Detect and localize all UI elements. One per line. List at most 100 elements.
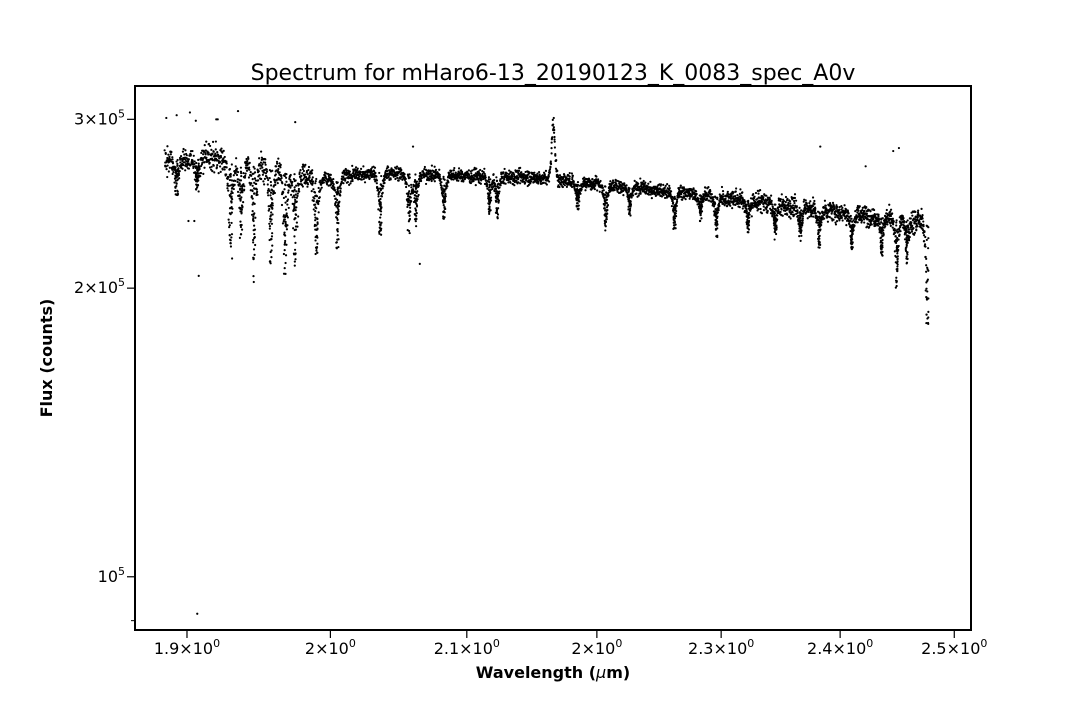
data-point [811, 212, 814, 215]
data-point [662, 183, 665, 186]
data-point [263, 177, 267, 180]
data-point [808, 215, 811, 218]
data-point [510, 173, 513, 176]
data-point [253, 237, 256, 240]
data-point [625, 184, 628, 187]
data-point [409, 206, 412, 209]
data-point [312, 208, 315, 211]
data-point [838, 219, 841, 222]
data-point [266, 183, 269, 186]
data-point [724, 197, 727, 200]
data-point [700, 217, 703, 220]
data-point [818, 211, 821, 214]
data-point [230, 190, 233, 193]
data-point [849, 214, 852, 218]
data-point [339, 190, 342, 194]
data-point [910, 230, 914, 233]
data-point [279, 179, 282, 182]
data-point [736, 194, 739, 197]
data-point [284, 195, 287, 198]
data-point [770, 203, 774, 206]
data-point [283, 249, 286, 252]
data-point [283, 233, 286, 236]
data-point [549, 162, 553, 166]
data-point [773, 238, 776, 241]
data-point [880, 218, 883, 221]
data-point [903, 224, 906, 228]
data-point [721, 190, 725, 193]
data-point [611, 179, 615, 182]
data-point [235, 169, 238, 172]
data-point [166, 175, 169, 179]
data-point [849, 225, 852, 229]
data-point [239, 233, 243, 236]
data-point [386, 170, 389, 173]
data-point [226, 182, 229, 185]
data-point [203, 144, 206, 147]
data-point [800, 209, 803, 212]
data-point [252, 275, 255, 278]
data-point [307, 168, 310, 172]
data-point [548, 180, 551, 183]
data-point [595, 175, 598, 178]
data-point [359, 167, 363, 170]
data-point [526, 176, 529, 180]
data-point [891, 226, 894, 229]
data-point [246, 164, 249, 167]
data-point [292, 190, 295, 193]
data-point [819, 217, 822, 220]
data-point [740, 194, 743, 197]
data-point [268, 176, 271, 180]
data-point [486, 187, 489, 190]
data-point [851, 238, 854, 241]
data-point [277, 167, 280, 171]
data-point [443, 195, 446, 198]
data-point [219, 170, 222, 173]
data-point [897, 238, 900, 241]
data-point [294, 206, 298, 209]
data-point [425, 174, 428, 177]
data-point [211, 152, 214, 156]
data-point [404, 177, 407, 181]
data-point [315, 249, 318, 252]
data-point [814, 212, 817, 215]
data-point [234, 165, 237, 168]
data-point [544, 169, 548, 172]
data-point [550, 141, 553, 144]
data-point [315, 207, 318, 210]
data-point [214, 140, 217, 143]
data-point [673, 195, 676, 199]
data-point [194, 175, 197, 178]
data-point [251, 210, 254, 213]
data-point [801, 224, 804, 227]
data-point [315, 234, 318, 237]
data-point [293, 188, 296, 191]
data-point [379, 216, 382, 219]
data-point [304, 163, 307, 166]
data-point [627, 188, 630, 191]
data-point [251, 197, 254, 200]
data-point [557, 184, 560, 187]
data-point [897, 244, 900, 248]
data-point [230, 197, 233, 200]
data-point [339, 194, 342, 197]
data-point [918, 219, 921, 222]
data-point [301, 167, 305, 171]
data-point [782, 199, 786, 203]
data-point [593, 188, 597, 191]
data-point [604, 201, 607, 204]
data-point [523, 181, 527, 184]
data-point [230, 187, 234, 190]
data-point [823, 213, 826, 216]
data-point [320, 186, 323, 189]
data-point [789, 202, 792, 205]
data-point [799, 221, 802, 224]
data-point [171, 158, 174, 161]
data-point [575, 204, 578, 207]
data-point [724, 202, 728, 205]
data-point [293, 207, 296, 210]
data-point [799, 239, 802, 242]
data-point [334, 201, 338, 204]
data-point [176, 158, 179, 162]
data-point [757, 192, 760, 195]
